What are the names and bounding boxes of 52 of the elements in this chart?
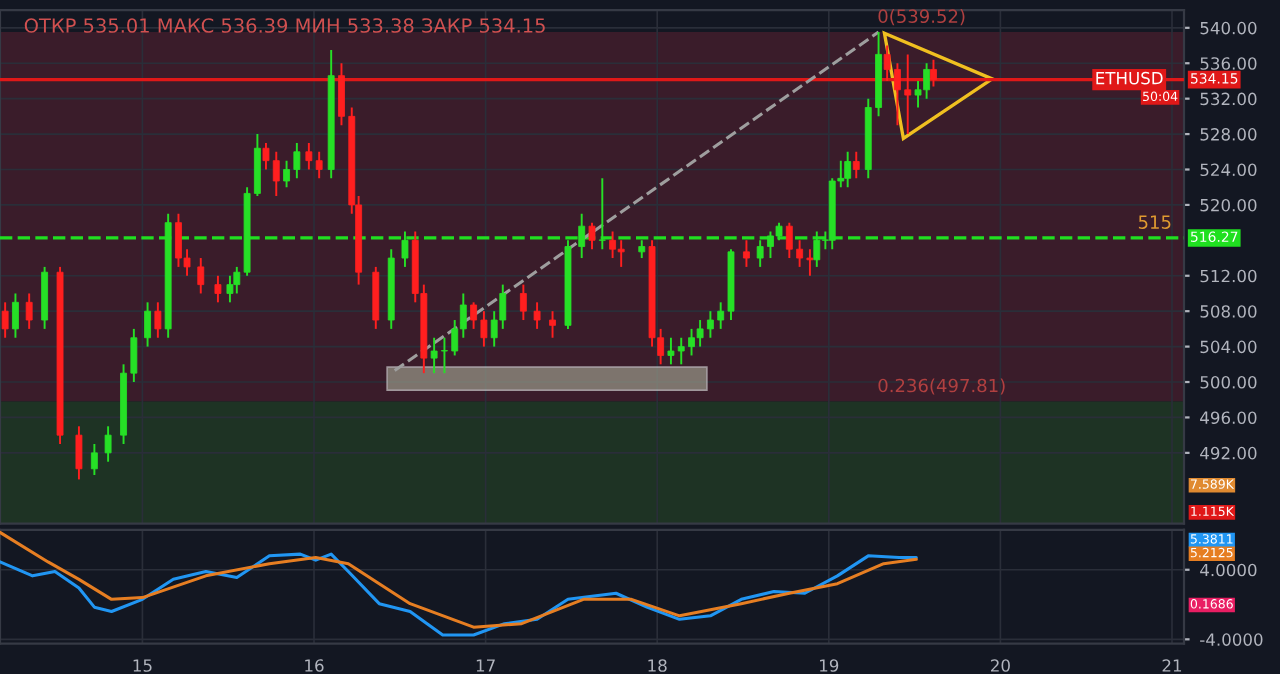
x-tick-label: 21 bbox=[1162, 659, 1182, 672]
annotation: ETHUSD bbox=[1096, 71, 1163, 85]
candlestick bbox=[519, 283, 527, 321]
x-tick-label: 17 bbox=[476, 659, 495, 672]
candlestick bbox=[12, 292, 19, 339]
line-series bbox=[0, 552, 918, 637]
candlestick bbox=[144, 301, 151, 348]
x-tick-label: 19 bbox=[820, 659, 839, 672]
candlestick bbox=[75, 425, 83, 481]
candlestick bbox=[25, 292, 33, 330]
candlestick bbox=[41, 265, 49, 330]
y-tick-label: 536.00 bbox=[1200, 57, 1257, 70]
y-tick-label: 504.00 bbox=[1200, 340, 1257, 354]
y-tick-label: 520.00 bbox=[1200, 198, 1257, 212]
candlestick bbox=[154, 301, 162, 339]
y-tick-label: 512.00 bbox=[1200, 269, 1257, 283]
candlestick bbox=[930, 58, 937, 88]
chart-title: ОТКР 535.01 МАКС 536.39 МИН 533.38 ЗАКР 534.15 bbox=[24, 18, 545, 33]
y-tick-label: 528.00 bbox=[1200, 128, 1257, 141]
x-tick-label: 16 bbox=[305, 659, 324, 672]
candlestick bbox=[226, 274, 234, 304]
x-tick-label: 20 bbox=[991, 659, 1010, 672]
y-tick-label: 500.00 bbox=[1200, 375, 1257, 389]
candlestick bbox=[214, 274, 222, 304]
candlestick bbox=[844, 150, 852, 189]
x-tick-label: 15 bbox=[133, 659, 152, 672]
candlestick bbox=[533, 301, 541, 330]
y-tick-label: 496.00 bbox=[1200, 411, 1257, 425]
y-tick-label: 508.00 bbox=[1200, 305, 1257, 318]
y-tick-label: -4.0000 bbox=[1200, 633, 1263, 646]
annotation: 0.236(497.81) bbox=[878, 378, 1005, 395]
y-tick-label: 4.0000 bbox=[1200, 563, 1257, 577]
candlestick bbox=[588, 221, 596, 251]
y-tick-label: 532.00 bbox=[1200, 92, 1257, 106]
candlestick bbox=[549, 310, 556, 339]
annotation: 515 bbox=[1138, 215, 1171, 229]
y-tick-label: 524.00 bbox=[1200, 163, 1257, 177]
candlestick bbox=[1, 301, 9, 339]
candlestick bbox=[90, 443, 98, 476]
candlestick bbox=[197, 257, 205, 295]
candlestick bbox=[499, 283, 507, 330]
candlestick bbox=[743, 239, 750, 268]
candlestick bbox=[852, 150, 860, 180]
y-tick-label: 540.00 bbox=[1200, 21, 1257, 35]
x-tick-label: 18 bbox=[648, 659, 667, 672]
candlestick bbox=[617, 239, 625, 268]
candlestick bbox=[372, 265, 380, 330]
y-tick-label: 492.00 bbox=[1200, 446, 1257, 460]
candlestick bbox=[104, 425, 112, 463]
line-series bbox=[0, 530, 918, 629]
annotation: 0(539.52) bbox=[878, 9, 965, 26]
candlestick bbox=[609, 230, 617, 260]
